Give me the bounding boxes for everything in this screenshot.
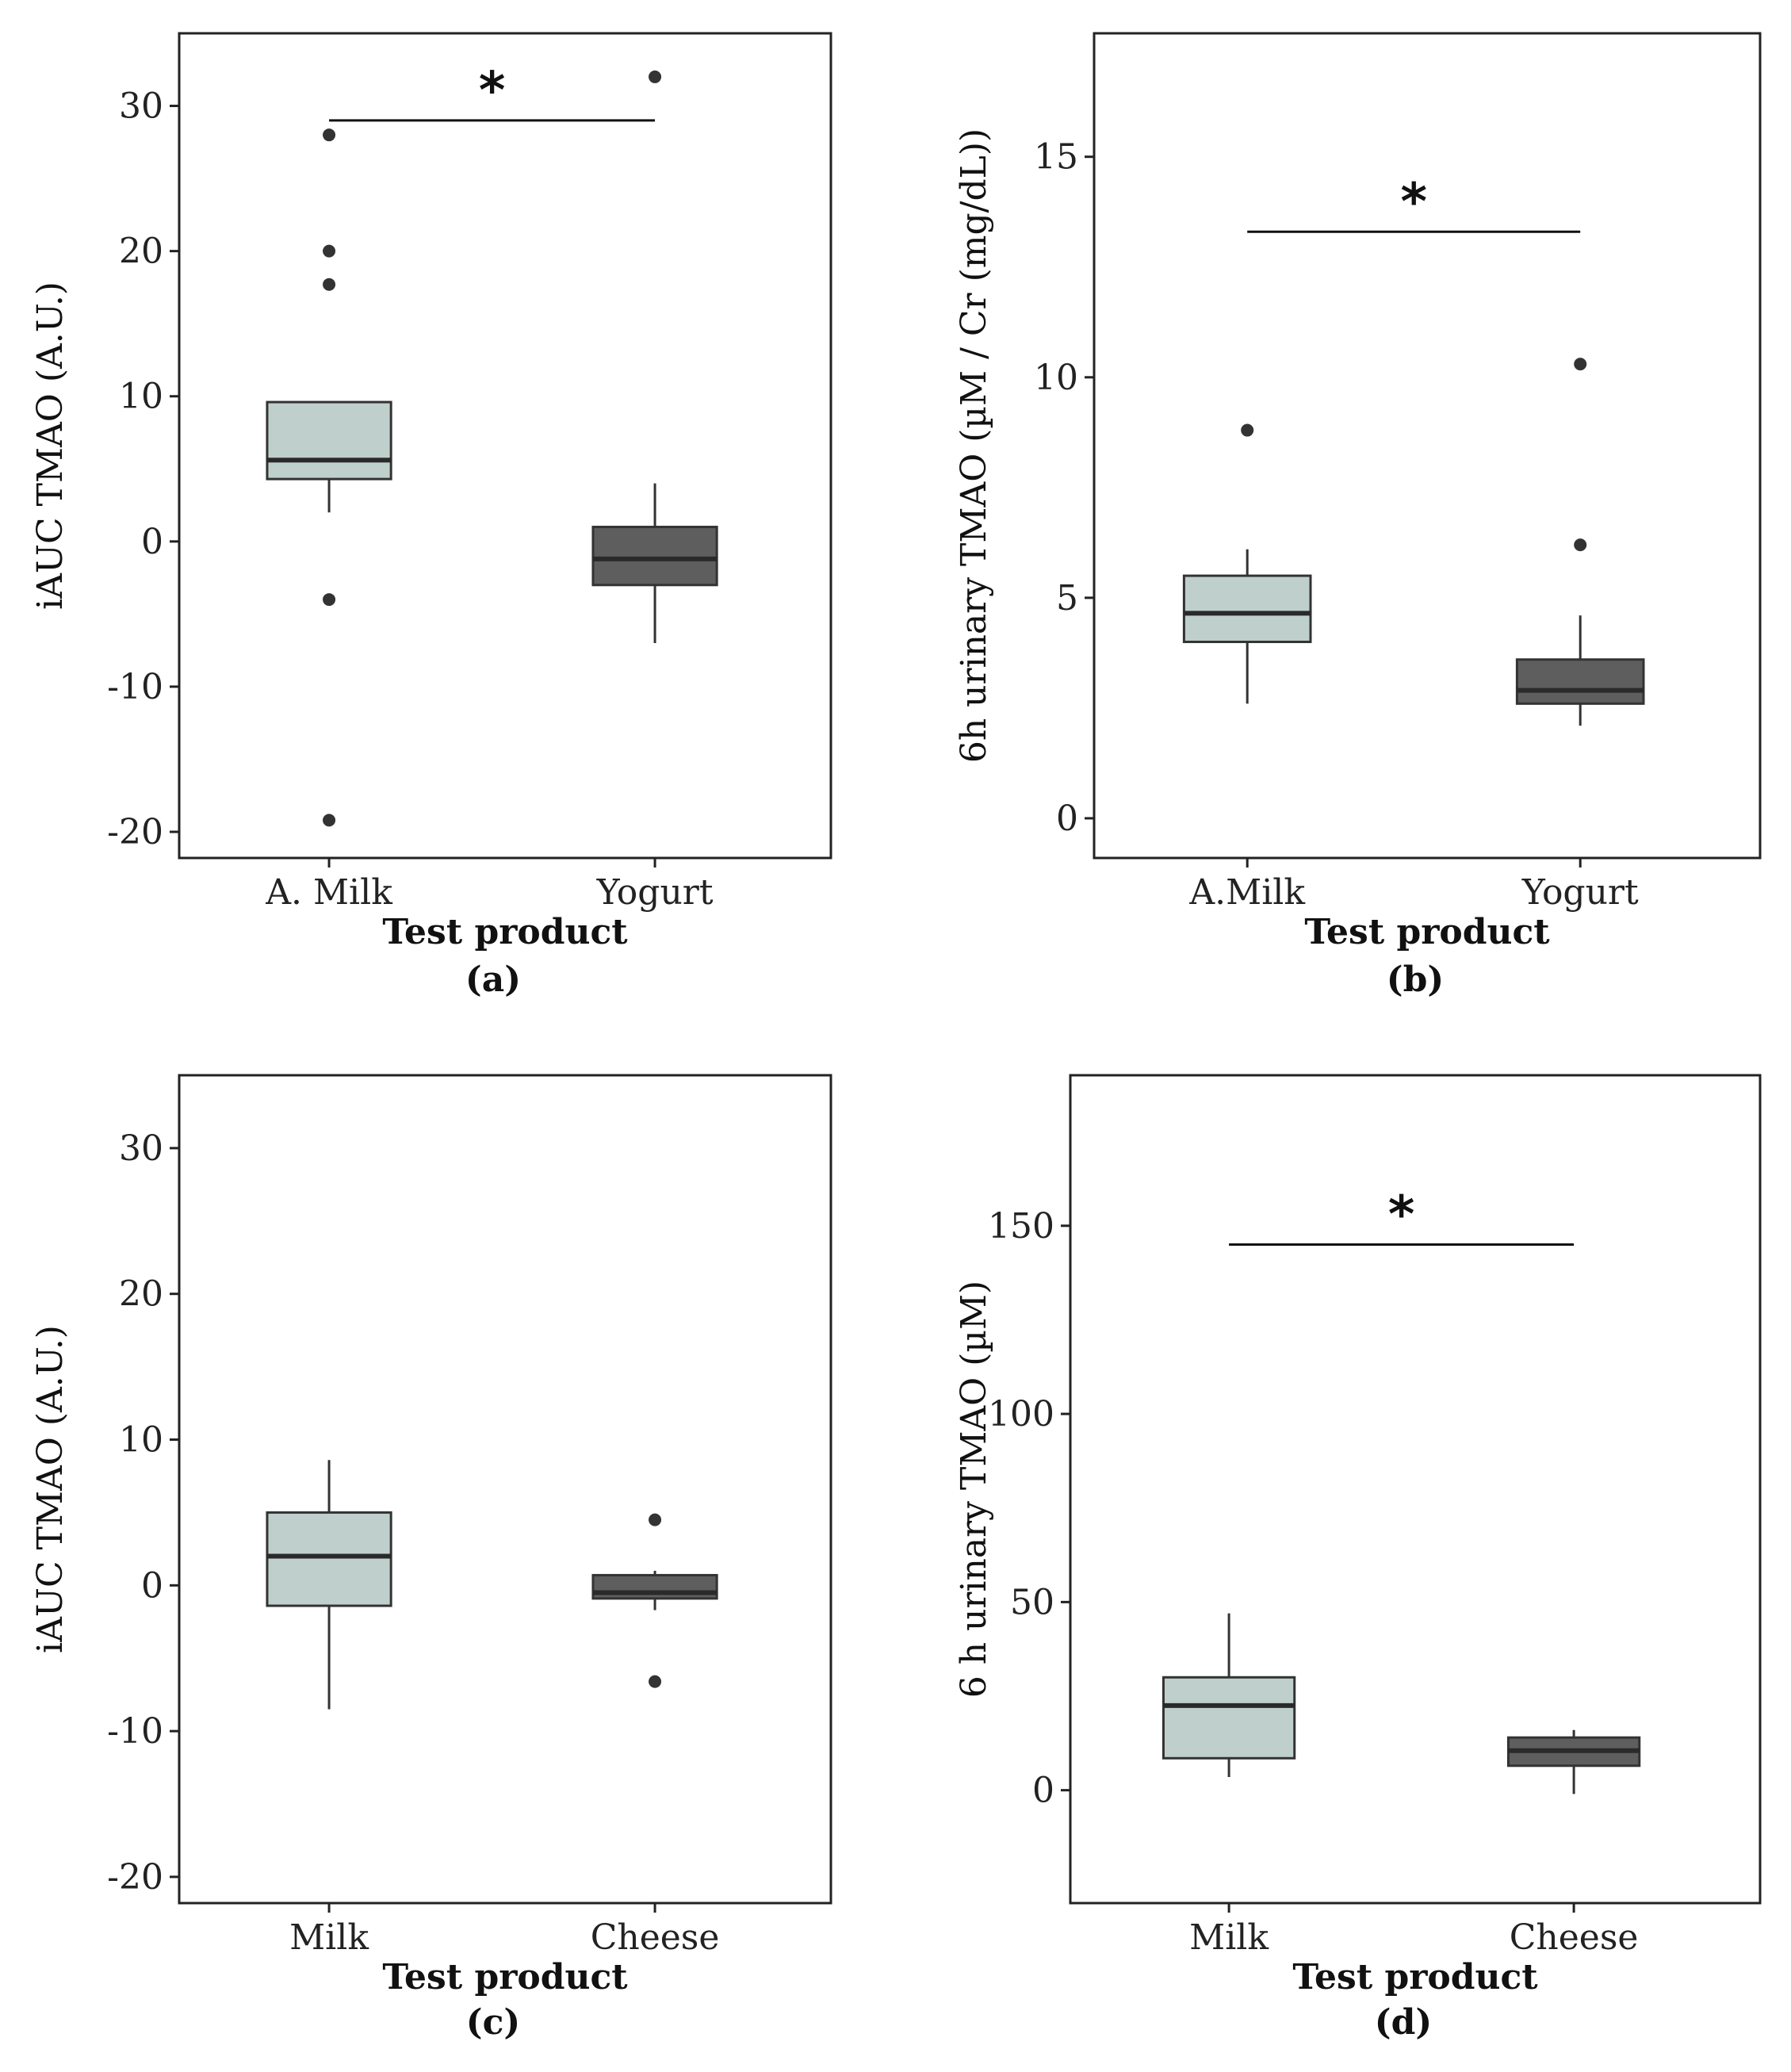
plot-frame xyxy=(1093,32,1762,860)
y-tick-label: 10 xyxy=(119,1420,163,1461)
box-a-milk xyxy=(266,128,392,827)
outlier-point xyxy=(323,278,336,291)
y-tick-label: -20 xyxy=(107,812,163,852)
y-tick-label: 30 xyxy=(119,86,163,127)
y-tick-label: -20 xyxy=(107,1857,163,1898)
outlier-point xyxy=(323,814,336,827)
x-axis-title: Test product xyxy=(1304,912,1550,952)
x-axis-title: Test product xyxy=(382,912,628,952)
y-axis-title: 6 h urinary TMAO (µM) xyxy=(954,1281,994,1698)
y-tick-label: 0 xyxy=(1032,1771,1054,1811)
y-tick-label: 10 xyxy=(1034,358,1078,398)
panel-b: 0 5 10 15 A.Milk Yogurt * 6h urinary TMAO (µM /… xyxy=(954,32,1762,1000)
outlier-point xyxy=(323,593,336,607)
x-axis-title: Test product xyxy=(1292,1957,1538,1997)
y-tick-label: -10 xyxy=(107,1711,163,1752)
y-tick-label: 0 xyxy=(141,1565,163,1606)
panel-d: 0 50 100 150 Milk Cheese * 6 h urinary TMAO (µM… xyxy=(954,1074,1762,2043)
y-tick-label: 100 xyxy=(988,1394,1054,1434)
plot-frame xyxy=(178,1074,832,1905)
box-a-milk xyxy=(1182,423,1312,704)
significance-star: * xyxy=(1400,173,1426,232)
outlier-point xyxy=(1574,358,1587,371)
box-milk xyxy=(266,1460,392,1710)
y-tick-label: 10 xyxy=(119,377,163,417)
box-yogurt xyxy=(591,70,718,644)
panel-label: (a) xyxy=(465,959,521,1000)
box-cheese xyxy=(1506,1729,1641,1794)
x-tick-label: Milk xyxy=(1189,1917,1269,1958)
outlier-point xyxy=(1574,538,1587,552)
y-tick-label: 20 xyxy=(119,1274,163,1315)
y-tick-label: 20 xyxy=(119,232,163,272)
significance-star: * xyxy=(479,62,505,121)
x-tick-label: A. Milk xyxy=(265,872,392,913)
plot-frame xyxy=(178,32,832,860)
box-milk xyxy=(1161,1613,1296,1778)
y-tick-label: 5 xyxy=(1056,578,1078,619)
panel-label: (d) xyxy=(1375,2002,1432,2043)
iqr-box xyxy=(266,1511,392,1607)
iqr-box xyxy=(1515,658,1645,705)
panel-a: -20 -10 0 10 20 30 A. Milk Yogurt * iAUC TMAO (A.… xyxy=(30,32,832,1000)
y-axis-title: 6h urinary TMAO (µM / Cr (mg/dL)) xyxy=(954,128,994,763)
outlier-point xyxy=(649,1513,662,1526)
x-tick-label: Cheese xyxy=(591,1917,720,1958)
iqr-box xyxy=(1182,574,1312,643)
outlier-point xyxy=(649,70,662,83)
iqr-box xyxy=(266,400,392,481)
outlier-point xyxy=(323,128,336,142)
panel-c: -20 -10 0 10 20 30 Milk Cheese iAUC TMAO (A.U.) T… xyxy=(30,1074,832,2043)
y-tick-label: 50 xyxy=(1010,1582,1054,1622)
y-axis-title: iAUC TMAO (A.U.) xyxy=(30,282,71,610)
box-yogurt xyxy=(1515,358,1645,726)
x-axis-title: Test product xyxy=(382,1957,628,1997)
outlier-point xyxy=(649,1675,662,1688)
y-tick-label: -10 xyxy=(107,667,163,707)
y-axis-title: iAUC TMAO (A.U.) xyxy=(30,1325,71,1653)
outlier-point xyxy=(323,244,336,258)
x-tick-label: Yogurt xyxy=(1521,872,1639,913)
x-tick-label: Cheese xyxy=(1510,1917,1639,1958)
iqr-box xyxy=(591,526,718,587)
x-tick-label: Yogurt xyxy=(596,872,714,913)
y-tick-label: 30 xyxy=(119,1128,163,1169)
significance-star: * xyxy=(1388,1186,1414,1245)
box-cheese xyxy=(591,1513,718,1688)
panel-label: (b) xyxy=(1387,959,1444,1000)
outlier-point xyxy=(1241,423,1254,437)
x-tick-label: Milk xyxy=(289,1917,369,1958)
y-tick-label: 0 xyxy=(1056,799,1078,839)
x-tick-label: A.Milk xyxy=(1188,872,1305,913)
y-tick-label: 15 xyxy=(1034,137,1078,178)
panel-label: (c) xyxy=(466,2002,520,2043)
y-tick-label: 0 xyxy=(141,522,163,562)
iqr-box xyxy=(1161,1676,1296,1760)
plot-frame xyxy=(1069,1074,1762,1905)
y-tick-label: 150 xyxy=(988,1206,1054,1247)
